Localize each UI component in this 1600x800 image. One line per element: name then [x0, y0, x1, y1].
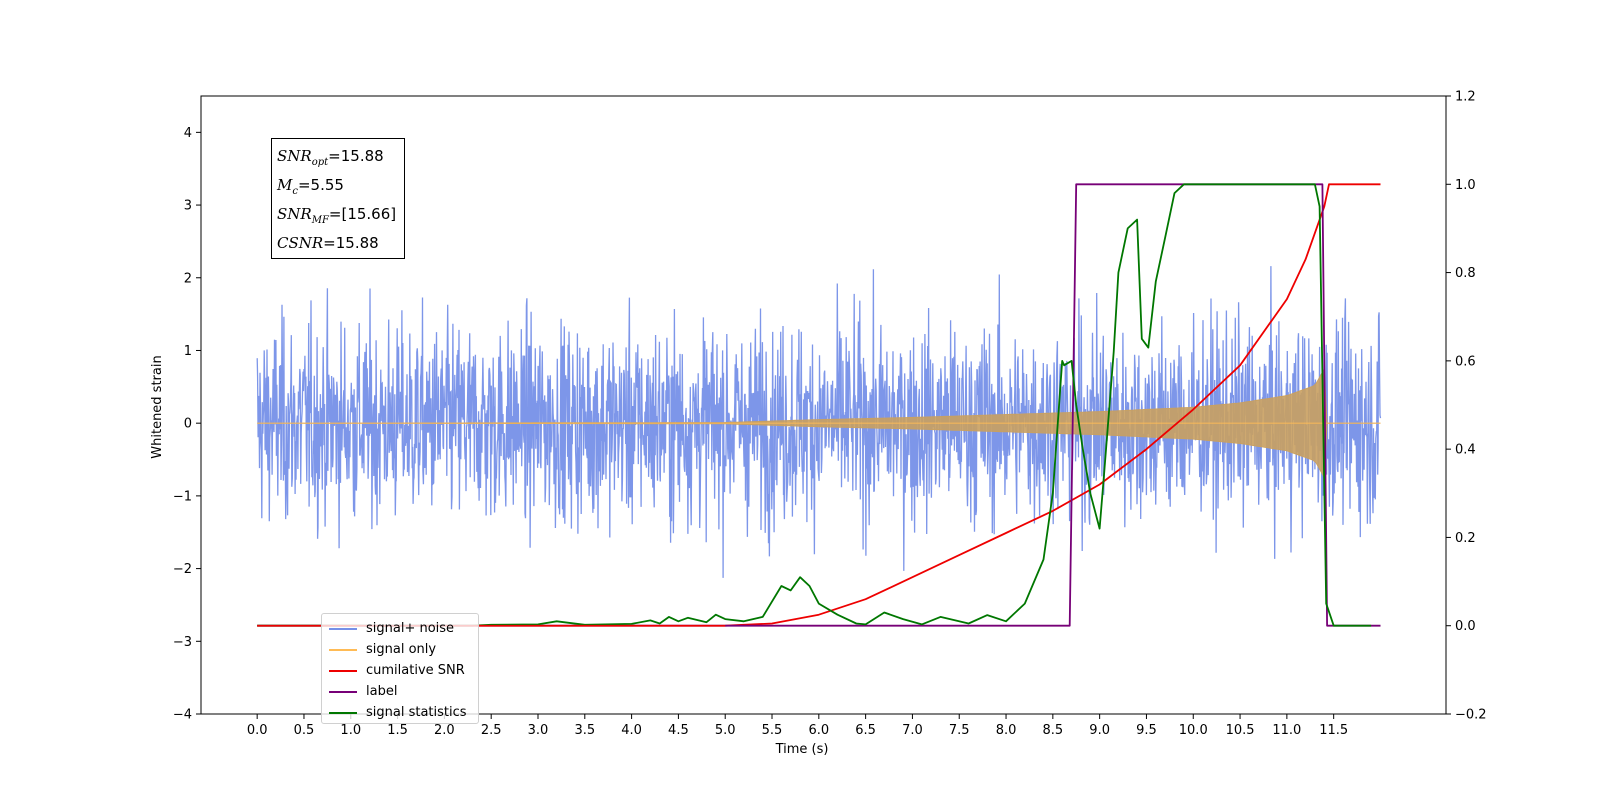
- legend-item: signal only: [322, 639, 478, 660]
- x-tick-label: 6.0: [808, 723, 829, 738]
- x-tick-label: 3.5: [574, 723, 595, 738]
- y-tick-label-left: −4: [173, 708, 192, 723]
- y-tick-label-left: −3: [173, 635, 192, 650]
- legend-swatch: [329, 669, 357, 672]
- y-tick-label-left: −2: [173, 562, 192, 577]
- legend-label: signal statistics: [366, 705, 467, 720]
- x-tick-label: 2.0: [434, 723, 455, 738]
- legend-item: signal statistics: [322, 702, 478, 723]
- legend-swatch: [329, 690, 357, 693]
- legend-label: signal+ noise: [366, 621, 455, 636]
- mc-line: Mc=5.55: [277, 176, 344, 197]
- legend: signal+ noise signal only cumilative SNR…: [321, 613, 479, 724]
- x-tick-label: 9.0: [1089, 723, 1110, 738]
- x-tick-label: 4.5: [668, 723, 689, 738]
- y-tick-label-left: 0: [184, 417, 192, 432]
- csnr-line: CSNR=15.88: [277, 234, 379, 252]
- x-tick-label: 7.0: [902, 723, 923, 738]
- snr-opt-line: SNRopt=15.88: [277, 147, 384, 168]
- y-tick-label-right: −0.2: [1455, 708, 1487, 723]
- plot-frame: [200, 95, 1447, 715]
- series-signal-statistics-line: [257, 183, 1372, 627]
- legend-label: label: [366, 684, 398, 699]
- snr-mf-value: [15.66]: [341, 205, 397, 223]
- y-tick-label-right: 1.2: [1455, 90, 1476, 105]
- y-tick-label-left: 2: [184, 271, 192, 286]
- x-tick-label: 7.5: [949, 723, 970, 738]
- y-axis-label-left: Whitened strain: [150, 355, 165, 458]
- x-tick-label: 1.0: [340, 723, 361, 738]
- y-axis-right: −0.2 0.0 0.2 0.4 0.6 0.8 1.0 1.2: [1446, 90, 1487, 723]
- y-tick-label-right: 1.0: [1455, 178, 1476, 193]
- y-tick-label-left: 1: [184, 344, 192, 359]
- x-tick-label: 4.0: [621, 723, 642, 738]
- y-tick-label-right: 0.4: [1455, 443, 1476, 458]
- legend-label: signal only: [366, 642, 437, 657]
- x-tick-label: 10.5: [1226, 723, 1255, 738]
- csnr-value: 15.88: [335, 234, 379, 252]
- y-tick-label-left: −1: [173, 489, 192, 504]
- plot-area: [256, 183, 1382, 627]
- x-tick-label: 0.5: [294, 723, 315, 738]
- x-tick-label: 0.0: [247, 723, 268, 738]
- snr-opt-value: 15.88: [340, 147, 384, 165]
- legend-item: label: [322, 681, 478, 702]
- legend-swatch: [329, 627, 357, 630]
- x-tick-label: 10.0: [1179, 723, 1208, 738]
- x-tick-label: 8.0: [996, 723, 1017, 738]
- y-axis-left: −4 −3 −2 −1 0 1 2 3 4: [173, 126, 201, 723]
- axes-frame: [200, 95, 1447, 715]
- mc-value: 5.55: [310, 176, 344, 194]
- x-axis: 0.0 0.5 1.0 1.5 2.0 2.5 3.0 3.5 4.0 4.5 5.0 5.5 6.0 6…: [247, 714, 1348, 738]
- y-tick-label-right: 0.2: [1455, 531, 1476, 546]
- y-tick-label-left: 4: [184, 126, 192, 141]
- x-tick-label: 5.5: [762, 723, 783, 738]
- legend-item: cumilative SNR: [322, 660, 478, 681]
- snr-annotation-box: SNRopt=15.88 Mc=5.55 SNRMF=[15.66] CSNR=…: [271, 138, 405, 259]
- series-cumulative-snr-line: [725, 183, 1381, 627]
- x-tick-label: 11.5: [1319, 723, 1348, 738]
- y-tick-label-left: 3: [184, 199, 192, 214]
- x-tick-label: 8.5: [1042, 723, 1063, 738]
- legend-swatch: [329, 648, 357, 651]
- legend-label: cumilative SNR: [366, 663, 465, 678]
- x-tick-label: 5.0: [715, 723, 736, 738]
- x-tick-label: 2.5: [481, 723, 502, 738]
- y-tick-label-right: 0.6: [1455, 354, 1476, 369]
- x-tick-label: 9.5: [1136, 723, 1157, 738]
- x-tick-label: 11.0: [1272, 723, 1301, 738]
- x-tick-label: 6.5: [855, 723, 876, 738]
- series-signal-noise-line: [256, 266, 1382, 578]
- x-tick-label: 3.0: [528, 723, 549, 738]
- y-tick-label-right: 0.0: [1455, 619, 1476, 634]
- x-axis-label: Time (s): [775, 742, 829, 757]
- legend-item: signal+ noise: [322, 618, 478, 639]
- legend-swatch: [329, 711, 357, 714]
- y-tick-label-right: 0.8: [1455, 266, 1476, 281]
- snr-mf-line: SNRMF=[15.66]: [277, 205, 397, 226]
- x-tick-label: 1.5: [387, 723, 408, 738]
